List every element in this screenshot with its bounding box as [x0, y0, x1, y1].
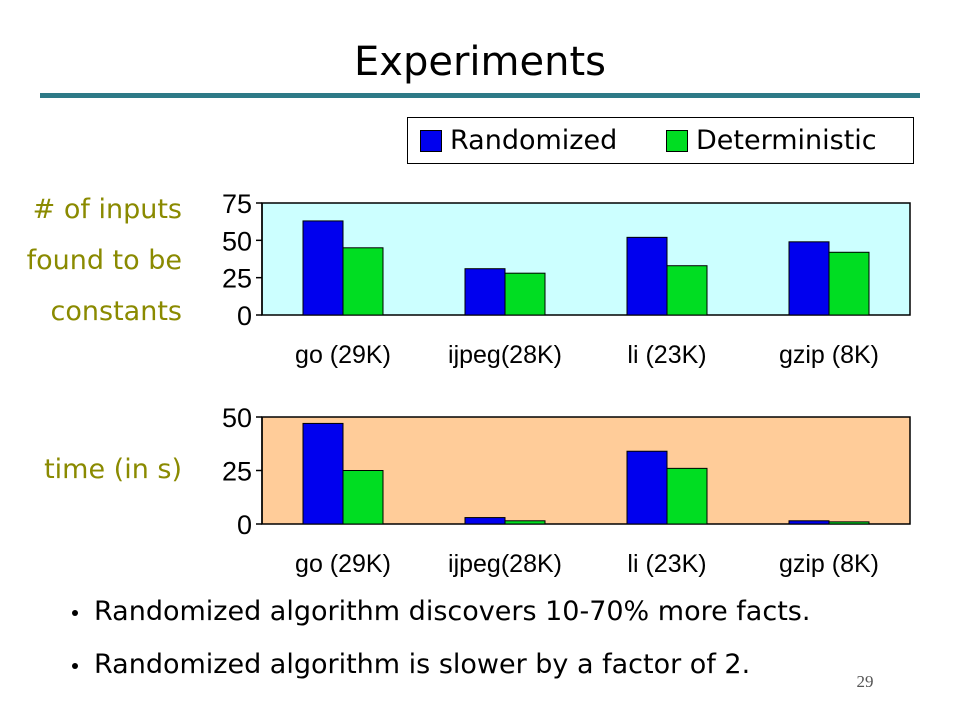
bar-deterministic [666, 265, 708, 316]
bullet-dot [72, 663, 78, 669]
bar-deterministic [504, 520, 546, 525]
bar-deterministic [666, 467, 708, 525]
bullet-item: Randomized algorithm discovers 10-70% mo… [72, 595, 892, 629]
bullet-text: Randomized algorithm discovers 10-70% mo… [94, 596, 811, 627]
x-category-label: li (23K) [627, 341, 706, 369]
bar-randomized [788, 520, 830, 525]
y-tick-label: 25 [222, 457, 252, 487]
x-category-label: go (29K) [295, 341, 391, 369]
x-category-label: go (29K) [295, 550, 391, 578]
bullet-list: Randomized algorithm discovers 10-70% mo… [72, 595, 892, 701]
slide-title: Experiments [354, 39, 606, 85]
y-tick-label: 25 [222, 264, 252, 294]
bar-randomized [626, 450, 668, 525]
x-category-label: ijpeg(28K) [448, 341, 562, 369]
bar-deterministic [504, 272, 546, 316]
bullet-dot [72, 610, 78, 616]
bullet-text: Randomized algorithm is slower by a fact… [94, 649, 751, 680]
chart-legend: Randomized Deterministic [407, 117, 914, 164]
bar-deterministic [828, 521, 870, 525]
bar-randomized [788, 241, 830, 316]
legend-swatch-randomized [420, 129, 442, 152]
bar-deterministic [828, 251, 870, 316]
constants-bar-chart: 0 25 50 75 go (29K) ijpeg(28K) li (23K) gzip (8… [222, 189, 911, 369]
legend-label-deterministic: Deterministic [696, 125, 877, 156]
bar-randomized [302, 422, 344, 525]
x-category-label: gzip (8K) [779, 550, 879, 578]
x-category-label: li (23K) [627, 550, 706, 578]
y-tick-label: 0 [237, 510, 252, 540]
chart1-side-label: # of inputs found to be constants [0, 184, 182, 337]
bar-deterministic [342, 470, 384, 525]
legend-swatch-deterministic [666, 129, 688, 152]
bar-randomized [464, 268, 506, 316]
legend-item-randomized: Randomized [420, 118, 617, 163]
chart1-side-label-line: # of inputs [32, 194, 182, 225]
x-category-label: gzip (8K) [779, 341, 879, 369]
y-tick-label: 0 [237, 301, 252, 331]
legend-item-deterministic: Deterministic [666, 118, 877, 163]
chart1-side-label-line: found to be [26, 245, 182, 276]
y-tick-label: 50 [222, 226, 252, 256]
title-underline [40, 93, 920, 98]
bar-randomized [302, 220, 344, 316]
x-category-label: ijpeg(28K) [448, 550, 562, 578]
bar-randomized [626, 236, 668, 316]
chart1-side-label-line: constants [50, 296, 182, 327]
bullet-item: Randomized algorithm is slower by a fact… [72, 648, 892, 682]
bar-randomized [464, 517, 506, 525]
time-bar-chart: 0 25 50 go (29K) ijpeg(28K) li (23K) gzip (8K) [222, 403, 911, 578]
legend-label-randomized: Randomized [450, 125, 618, 156]
y-tick-label: 50 [222, 403, 252, 433]
y-tick-label: 75 [222, 189, 252, 219]
page-number: 29 [856, 672, 874, 691]
bar-deterministic [342, 247, 384, 316]
chart2-side-label: time (in s) [44, 454, 182, 485]
